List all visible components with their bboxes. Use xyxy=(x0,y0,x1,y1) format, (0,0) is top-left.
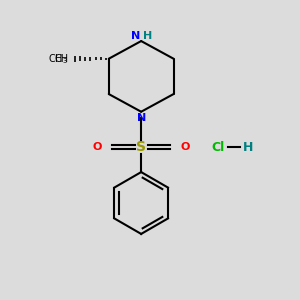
Text: H: H xyxy=(243,141,253,154)
Text: H: H xyxy=(143,31,152,41)
Text: N: N xyxy=(131,31,140,41)
Text: N: N xyxy=(136,113,146,123)
Text: Cl: Cl xyxy=(212,141,225,154)
Text: CH$_3$: CH$_3$ xyxy=(48,52,68,66)
Text: O: O xyxy=(93,142,102,152)
Text: S: S xyxy=(136,140,146,154)
Text: O: O xyxy=(180,142,189,152)
Text: CH: CH xyxy=(54,54,68,64)
